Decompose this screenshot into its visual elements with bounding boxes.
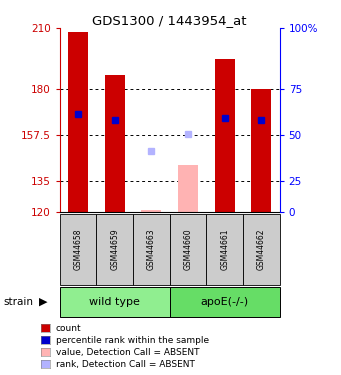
Text: GSM44663: GSM44663 [147,228,156,270]
Bar [206,214,243,285]
Bar [169,214,206,285]
Bar [96,214,133,285]
Bar [214,59,235,212]
Text: percentile rank within the sample: percentile rank within the sample [56,336,209,345]
Text: count: count [56,324,81,333]
Bar [105,75,125,212]
Text: rank, Detection Call = ABSENT: rank, Detection Call = ABSENT [56,360,194,369]
Bar [60,287,169,317]
Bar [141,210,161,212]
Bar [251,89,271,212]
Text: GSM44658: GSM44658 [74,229,83,270]
Text: ▶: ▶ [39,297,48,307]
Bar [60,214,96,285]
Text: GSM44660: GSM44660 [183,228,192,270]
Bar [178,165,198,212]
Title: GDS1300 / 1443954_at: GDS1300 / 1443954_at [92,14,247,27]
Text: apoE(-/-): apoE(-/-) [201,297,249,307]
Text: value, Detection Call = ABSENT: value, Detection Call = ABSENT [56,348,199,357]
Text: GSM44662: GSM44662 [257,229,266,270]
Text: strain: strain [3,297,33,307]
Text: GSM44661: GSM44661 [220,229,229,270]
Bar [68,32,88,212]
Text: wild type: wild type [89,297,140,307]
Text: GSM44659: GSM44659 [110,228,119,270]
Bar [169,287,280,317]
Bar [133,214,170,285]
Bar [243,214,280,285]
